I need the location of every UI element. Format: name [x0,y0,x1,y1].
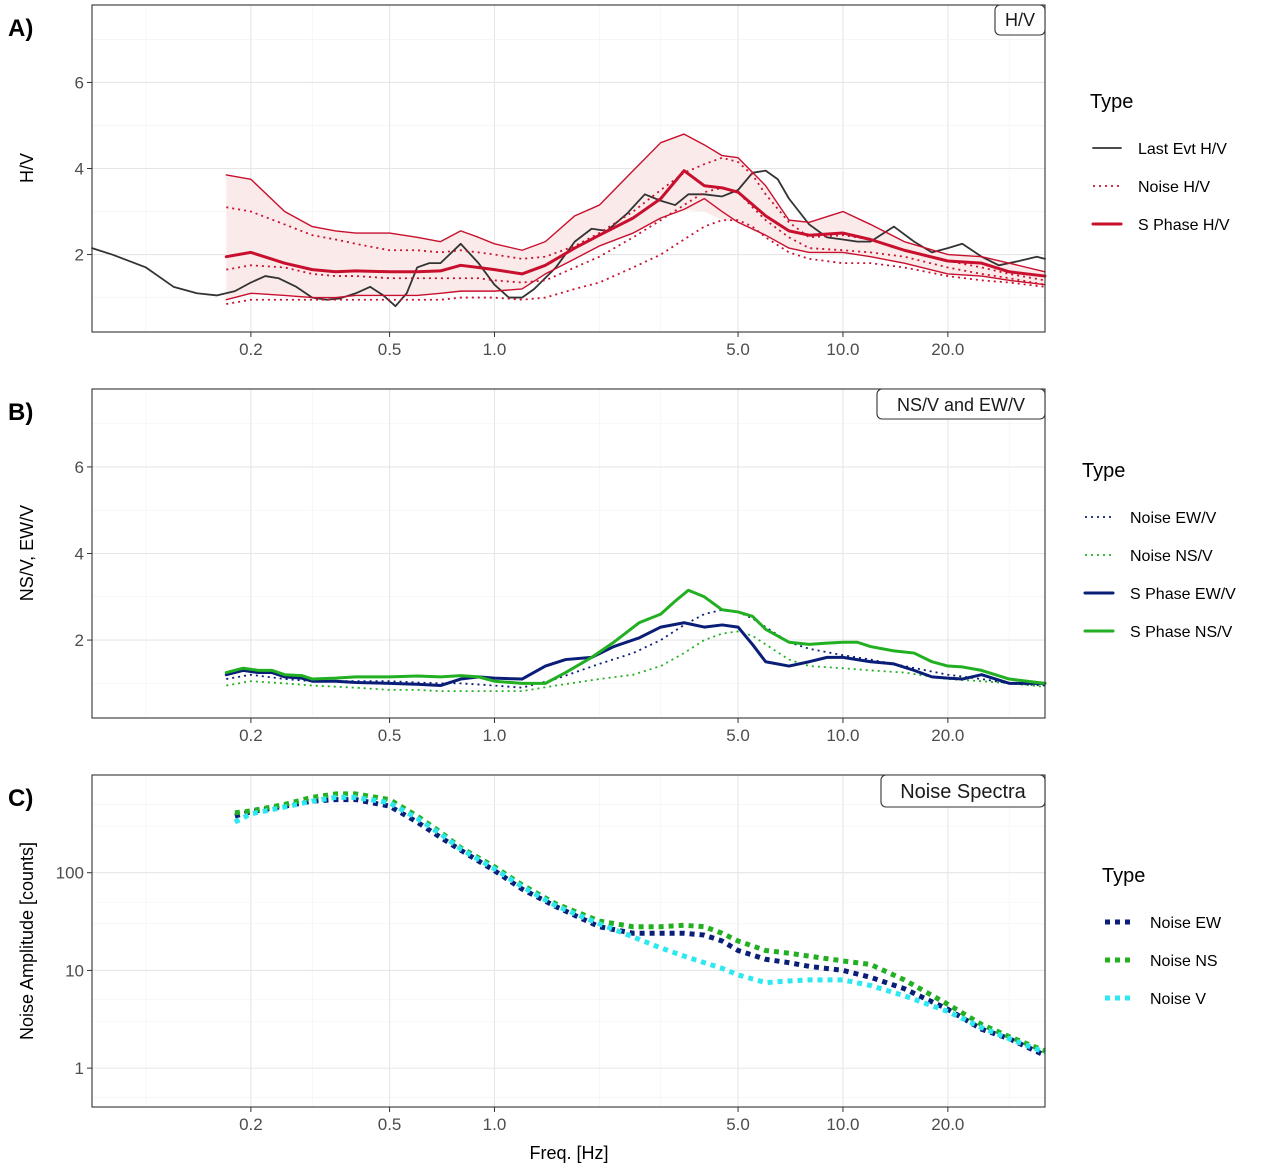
panel-b-grid [92,389,1045,718]
panel-b-tag: B) [8,399,33,426]
panel-b-strip-box [876,388,1046,420]
panel-a-marks [91,133,1047,308]
panel-a: A) H/V 2 4 6 0.2 0.5 1.0 5.0 10.0 20.0 H/V Type… [8,4,1230,359]
x-tick-label: 5.0 [726,1115,750,1134]
panel-b-strip-label: NS/V and EW/V [897,395,1025,415]
series-noise-v [233,794,1046,1055]
x-tick-label: 5.0 [726,340,750,359]
legend-label: Noise V [1150,991,1206,1008]
x-tick-label: 5.0 [726,726,750,745]
panel-c-border [91,774,1046,1108]
series-s-phase-h-v [224,169,1047,278]
panel-a-x-axis: 0.2 0.5 1.0 5.0 10.0 20.0 [239,332,964,359]
series-s-phase-ns-v [224,588,1047,685]
legend-label: S Phase NS/V [1130,624,1233,641]
series-s-phase-h-v-lower [225,197,1046,301]
y-tick-label: 6 [75,458,84,477]
legend-title: Type [1082,460,1125,482]
panel-a-strip: H/V [994,4,1046,36]
legend-label: Noise H/V [1138,179,1210,196]
x-tick-label: 0.2 [239,726,263,745]
legend-title: Type [1102,865,1145,887]
panel-b-legend: Type Noise EW/V Noise NS/V S Phase EW/V S Ph… [1082,460,1236,641]
y-tick-label: 2 [75,631,84,650]
y-tick-label: 4 [75,160,84,179]
series-noise-ns [234,791,1046,1054]
panel-b-marks [224,588,1047,693]
panel-c-y-title: Noise Amplitude [counts] [17,842,37,1040]
legend-label: Noise EW [1150,915,1222,932]
x-tick-label: 10.0 [826,1115,859,1134]
panel-c-grid [92,775,1045,1107]
panel-c: C) Noise Spectra 1 10 100 0.2 0.5 1.0 5.0 10.0… [8,774,1222,1134]
x-tick-label: 1.0 [483,340,507,359]
x-tick-label: 20.0 [931,340,964,359]
panel-b-x-axis: 0.2 0.5 1.0 5.0 10.0 20.0 [239,718,964,745]
panel-a-tag: A) [8,15,33,42]
x-tick-label: 1.0 [483,1115,507,1134]
panel-c-legend: Type Noise EW Noise NS Noise V [1102,865,1222,1008]
panel-a-y-title: H/V [17,153,37,183]
x-axis-title: Freq. [Hz] [529,1143,608,1163]
x-tick-label: 10.0 [826,726,859,745]
y-tick-label: 1 [75,1059,84,1078]
panel-c-strip: Noise Spectra [880,774,1046,808]
panel-b-strip: NS/V and EW/V [876,388,1046,420]
panel-b-y-axis: 2 4 6 [75,458,92,650]
legend-label: S Phase H/V [1138,217,1230,234]
panel-c-marks [233,791,1047,1058]
series-noise-ew-v [226,608,1046,689]
panel-c-y-axis: 1 10 100 [56,864,92,1078]
legend-label: Noise EW/V [1130,510,1217,527]
series-s-phase-h-v-upper [225,133,1046,273]
y-tick-label: 100 [56,864,84,883]
panel-c-x-axis: 0.2 0.5 1.0 5.0 10.0 20.0 [239,1107,964,1134]
x-tick-label: 1.0 [483,726,507,745]
panel-c-strip-box [880,774,1046,808]
legend-label: Noise NS [1150,953,1218,970]
y-tick-label: 6 [75,73,84,92]
y-tick-label: 2 [75,246,84,265]
y-tick-label: 10 [65,961,84,980]
series-noise-ns-v [226,630,1046,693]
x-tick-label: 0.5 [378,340,402,359]
x-tick-label: 10.0 [826,340,859,359]
x-tick-label: 0.2 [239,340,263,359]
panel-c-strip-label: Noise Spectra [900,781,1026,803]
series-s-phase-ew-v [224,621,1047,688]
x-tick-label: 0.5 [378,1115,402,1134]
x-tick-label: 0.5 [378,726,402,745]
series-noise-ew [234,797,1047,1058]
y-tick-label: 4 [75,545,84,564]
legend-label: Last Evt H/V [1138,141,1227,158]
legend-title: Type [1090,91,1133,113]
panel-a-y-axis: 2 4 6 [75,73,92,265]
panel-b: B) NS/V and EW/V 2 4 6 0.2 0.5 1.0 5.0 10.0 20.… [8,388,1236,745]
panel-b-y-title: NS/V, EW/V [17,505,37,601]
x-tick-label: 0.2 [239,1115,263,1134]
panel-a-strip-box [994,4,1046,36]
legend-label: Noise NS/V [1130,548,1213,565]
series-last-evt-h-v [91,169,1046,308]
x-tick-label: 20.0 [931,1115,964,1134]
panel-a-legend: Type Last Evt H/V Noise H/V S Phase H/V [1090,91,1230,234]
x-tick-label: 20.0 [931,726,964,745]
panel-c-tag: C) [8,785,33,812]
panel-a-strip-label: H/V [1005,10,1035,30]
legend-label: S Phase EW/V [1130,586,1236,603]
